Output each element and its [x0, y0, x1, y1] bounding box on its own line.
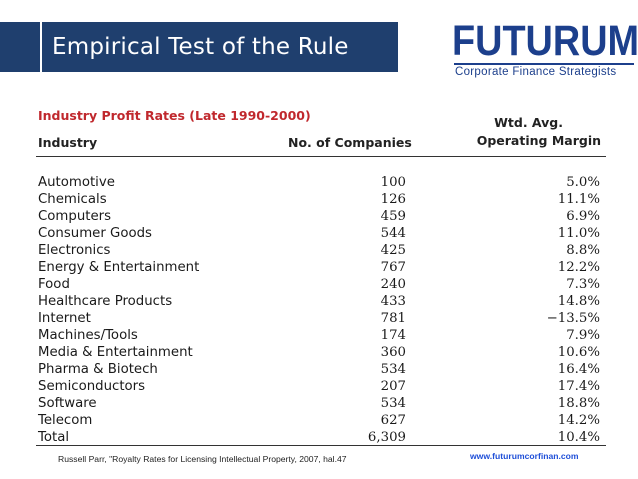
slide-title-bar: Empirical Test of the Rule — [0, 22, 398, 72]
industry-cell: Automotive — [38, 175, 115, 190]
companies-cell: 6,309 — [367, 430, 406, 445]
companies-cell: 544 — [380, 226, 406, 241]
companies-cell: 126 — [380, 192, 406, 207]
logo-wordmark: FUTURUM — [452, 17, 638, 65]
industry-cell: Software — [38, 396, 97, 411]
margin-cell: 10.4% — [557, 430, 600, 445]
companies-cell: 174 — [380, 328, 406, 343]
margin-cell: 7.9% — [566, 328, 600, 343]
table-body: Automotive 100 5.0% Chemicals 126 11.1% Comput… — [36, 174, 606, 446]
table-row: Pharma & Biotech 534 16.4% — [36, 361, 606, 378]
table-row: Semiconductors 207 17.4% — [36, 378, 606, 395]
companies-cell: 100 — [380, 175, 406, 190]
companies-cell: 534 — [380, 396, 406, 411]
table-row: Automotive 100 5.0% — [36, 174, 606, 191]
margin-cell: 18.8% — [557, 396, 600, 411]
industry-cell: Consumer Goods — [38, 226, 152, 241]
table-row: Media & Entertainment 360 10.6% — [36, 344, 606, 361]
companies-cell: 240 — [380, 277, 406, 292]
industry-cell: Total — [38, 430, 70, 445]
industry-cell: Healthcare Products — [38, 294, 173, 309]
industry-cell: Computers — [38, 209, 112, 224]
margin-cell: 14.2% — [557, 413, 600, 428]
industry-cell: Internet — [38, 311, 91, 326]
header-industry: Industry — [38, 135, 98, 150]
header-companies: No. of Companies — [288, 135, 412, 150]
margin-cell: 17.4% — [557, 379, 600, 394]
companies-cell: 360 — [380, 345, 406, 360]
margin-cell: 5.0% — [566, 175, 600, 190]
header-margin-line1: Wtd. Avg. — [494, 115, 563, 130]
industry-cell: Telecom — [38, 413, 93, 428]
industry-profit-table: Industry No. of Companies Wtd. Avg. Oper… — [36, 115, 606, 445]
table-bottom-rule — [36, 445, 606, 447]
table-row: Healthcare Products 433 14.8% — [36, 293, 606, 310]
margin-cell: 8.8% — [566, 243, 600, 258]
source-citation: Russell Parr, "Royalty Rates for Licensi… — [58, 454, 347, 464]
slide-title: Empirical Test of the Rule — [52, 34, 349, 60]
margin-cell: 11.1% — [557, 192, 600, 207]
companies-cell: 767 — [380, 260, 406, 275]
table-row: Internet 781 −13.5% — [36, 310, 606, 327]
margin-cell: −13.5% — [546, 311, 600, 326]
margin-cell: 14.8% — [557, 294, 600, 309]
companies-cell: 433 — [380, 294, 406, 309]
companies-cell: 207 — [380, 379, 406, 394]
industry-cell: Media & Entertainment — [38, 345, 193, 360]
table-row: Machines/Tools 174 7.9% — [36, 327, 606, 344]
table-row: Telecom 627 14.2% — [36, 412, 606, 429]
table-row: Computers 459 6.9% — [36, 208, 606, 225]
table-row: Food 240 7.3% — [36, 276, 606, 293]
industry-cell: Semiconductors — [38, 379, 146, 394]
header-margin: Wtd. Avg. Operating Margin — [477, 114, 601, 150]
margin-cell: 6.9% — [566, 209, 600, 224]
industry-cell: Machines/Tools — [38, 328, 138, 343]
header-margin-line2: Operating Margin — [476, 133, 601, 148]
companies-cell: 459 — [380, 209, 406, 224]
companies-cell: 627 — [380, 413, 406, 428]
table-row: Software 534 18.8% — [36, 395, 606, 412]
industry-cell: Energy & Entertainment — [38, 260, 200, 275]
table-header-row: Industry No. of Companies Wtd. Avg. Oper… — [36, 115, 606, 157]
section-title: Industry Profit Rates (Late 1990-2000) — [38, 108, 311, 123]
table-row: Chemicals 126 11.1% — [36, 191, 606, 208]
logo-divider — [454, 63, 634, 65]
table-row: Total 6,309 10.4% — [36, 429, 606, 446]
companies-cell: 534 — [380, 362, 406, 377]
table-row: Electronics 425 8.8% — [36, 242, 606, 259]
futurum-logo: FUTURUM Corporate Finance Strategists — [452, 18, 638, 82]
table-row: Energy & Entertainment 767 12.2% — [36, 259, 606, 276]
margin-cell: 7.3% — [566, 277, 600, 292]
table-row: Consumer Goods 544 11.0% — [36, 225, 606, 242]
margin-cell: 11.0% — [557, 226, 600, 241]
industry-cell: Electronics — [38, 243, 111, 258]
logo-tagline: Corporate Finance Strategists — [455, 66, 617, 78]
companies-cell: 781 — [380, 311, 406, 326]
industry-cell: Food — [38, 277, 70, 292]
companies-cell: 425 — [380, 243, 406, 258]
margin-cell: 10.6% — [557, 345, 600, 360]
industry-cell: Pharma & Biotech — [38, 362, 158, 377]
margin-cell: 16.4% — [557, 362, 600, 377]
margin-cell: 12.2% — [557, 260, 600, 275]
industry-cell: Chemicals — [38, 192, 107, 207]
website-link[interactable]: www.futurumcorfinan.com — [470, 451, 579, 461]
